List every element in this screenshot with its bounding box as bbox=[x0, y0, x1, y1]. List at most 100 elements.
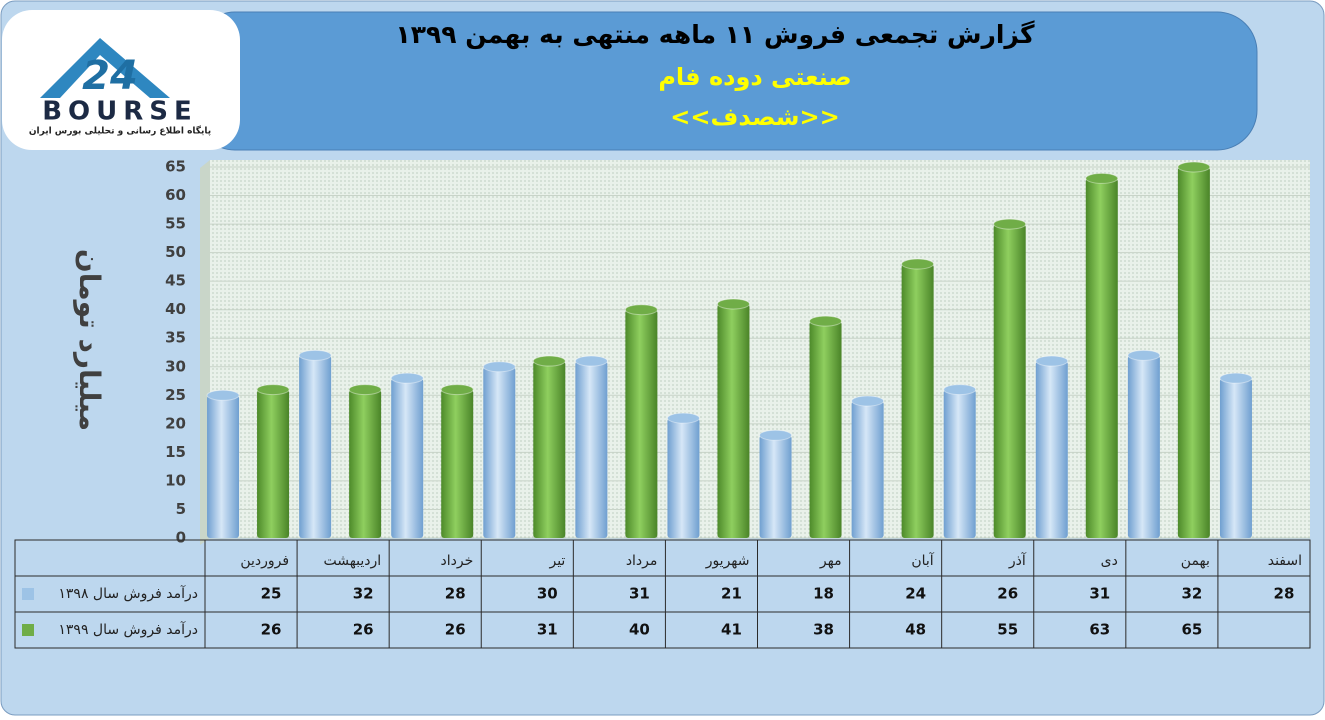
bar-top bbox=[1177, 161, 1211, 173]
bar-top bbox=[256, 384, 290, 396]
bar bbox=[667, 418, 700, 538]
x-tick-label: آذر bbox=[1008, 552, 1027, 569]
bar-top bbox=[206, 389, 240, 401]
table-value: 26 bbox=[353, 621, 374, 639]
table-value: 31 bbox=[629, 585, 650, 603]
bar-top bbox=[759, 429, 793, 441]
bar-top bbox=[574, 355, 608, 367]
bar bbox=[391, 378, 424, 538]
ticker: <<شصدف>> bbox=[670, 103, 839, 131]
legend-swatch bbox=[22, 588, 34, 600]
table-value: 31 bbox=[1089, 585, 1110, 603]
table-value: 48 bbox=[905, 621, 926, 639]
x-tick-label: دی bbox=[1101, 553, 1118, 569]
bar-top bbox=[1219, 372, 1253, 384]
table-value: 65 bbox=[1181, 621, 1202, 639]
table-value: 26 bbox=[261, 621, 282, 639]
bar-top bbox=[1127, 349, 1161, 361]
x-tick-label: آبان bbox=[911, 552, 934, 569]
bar bbox=[851, 401, 884, 538]
bar-top bbox=[298, 349, 332, 361]
y-tick-label: 20 bbox=[165, 414, 186, 432]
bar-top bbox=[666, 412, 700, 424]
bar bbox=[299, 355, 332, 538]
table-value: 18 bbox=[813, 585, 834, 603]
bar bbox=[625, 309, 658, 538]
bar bbox=[943, 389, 976, 538]
bar bbox=[533, 361, 566, 538]
bar bbox=[1127, 355, 1160, 538]
table-value: 32 bbox=[353, 585, 374, 603]
x-tick-label: شهریور bbox=[705, 553, 750, 569]
table-value: 38 bbox=[813, 621, 834, 639]
bar-top bbox=[993, 218, 1027, 230]
x-tick-label: خرداد bbox=[441, 553, 474, 569]
table-value: 63 bbox=[1089, 621, 1110, 639]
y-tick-label: 50 bbox=[165, 243, 186, 261]
bar bbox=[1219, 378, 1252, 538]
table-value: 55 bbox=[997, 621, 1018, 639]
logo-mark: 24 bbox=[82, 53, 138, 99]
table-value: 28 bbox=[445, 585, 466, 603]
logo-box bbox=[2, 10, 240, 150]
x-tick-label: اردیبهشت bbox=[323, 553, 381, 569]
bar bbox=[901, 264, 934, 538]
y-tick-label: 35 bbox=[165, 329, 186, 347]
bar-top bbox=[809, 315, 843, 327]
table-value: 28 bbox=[1274, 585, 1295, 603]
bar bbox=[207, 395, 240, 538]
y-tick-label: 60 bbox=[165, 186, 186, 204]
y-tick-label: 10 bbox=[165, 471, 186, 489]
x-tick-label: اسفند bbox=[1268, 553, 1302, 569]
table-value: 25 bbox=[261, 585, 282, 603]
bar bbox=[759, 435, 792, 538]
bar-top bbox=[1035, 355, 1069, 367]
y-tick-label: 30 bbox=[165, 357, 186, 375]
table-value: 30 bbox=[537, 585, 558, 603]
chart-subtitle: صنعتی دوده فام bbox=[658, 63, 851, 91]
bar-top bbox=[1085, 172, 1119, 184]
bar-top bbox=[901, 258, 935, 270]
y-tick-label: 0 bbox=[176, 529, 186, 547]
table-value: 31 bbox=[537, 621, 558, 639]
table-value: 21 bbox=[721, 585, 742, 603]
y-tick-label: 40 bbox=[165, 300, 186, 318]
bar-top bbox=[482, 361, 516, 373]
bar bbox=[1177, 167, 1210, 538]
bar bbox=[349, 389, 382, 538]
bar bbox=[1035, 361, 1068, 538]
bar-top bbox=[532, 355, 566, 367]
x-tick-label: مرداد bbox=[626, 553, 658, 569]
legend-label: درآمد فروش سال ۱۳۹۹ bbox=[58, 621, 198, 638]
table-value: 41 bbox=[721, 621, 742, 639]
table-value: 26 bbox=[997, 585, 1018, 603]
bar-top bbox=[943, 384, 977, 396]
logo-tagline: پایگاه اطلاع رسانی و تحلیلی بورس ایران bbox=[29, 125, 211, 137]
bar bbox=[257, 389, 290, 538]
bar-top bbox=[348, 384, 382, 396]
logo-shape bbox=[40, 38, 170, 98]
bar bbox=[809, 321, 842, 538]
chart-title: گزارش تجمعی فروش ۱۱ ماهه منتهی به بهمن ۱… bbox=[395, 20, 1034, 50]
y-axis-label: میلیارد تومان bbox=[73, 249, 106, 431]
table-value: 26 bbox=[445, 621, 466, 639]
bar-top bbox=[851, 395, 885, 407]
legend-swatch bbox=[22, 624, 34, 636]
table-value: 24 bbox=[905, 585, 926, 603]
bar bbox=[1085, 178, 1118, 538]
y-tick-label: 25 bbox=[165, 386, 186, 404]
y-tick-label: 45 bbox=[165, 272, 186, 290]
y-tick-label: 15 bbox=[165, 443, 186, 461]
x-tick-label: تیر bbox=[548, 553, 565, 569]
logo-name: BOURSE bbox=[42, 97, 198, 127]
bar-top bbox=[716, 298, 750, 310]
table-value: 32 bbox=[1181, 585, 1202, 603]
bar-top bbox=[390, 372, 424, 384]
legend-label: درآمد فروش سال ۱۳۹۸ bbox=[58, 585, 198, 602]
y-tick-label: 5 bbox=[176, 500, 186, 518]
bar bbox=[575, 361, 608, 538]
bar bbox=[717, 303, 750, 538]
y-tick-label: 55 bbox=[165, 215, 186, 233]
bar bbox=[993, 224, 1026, 539]
